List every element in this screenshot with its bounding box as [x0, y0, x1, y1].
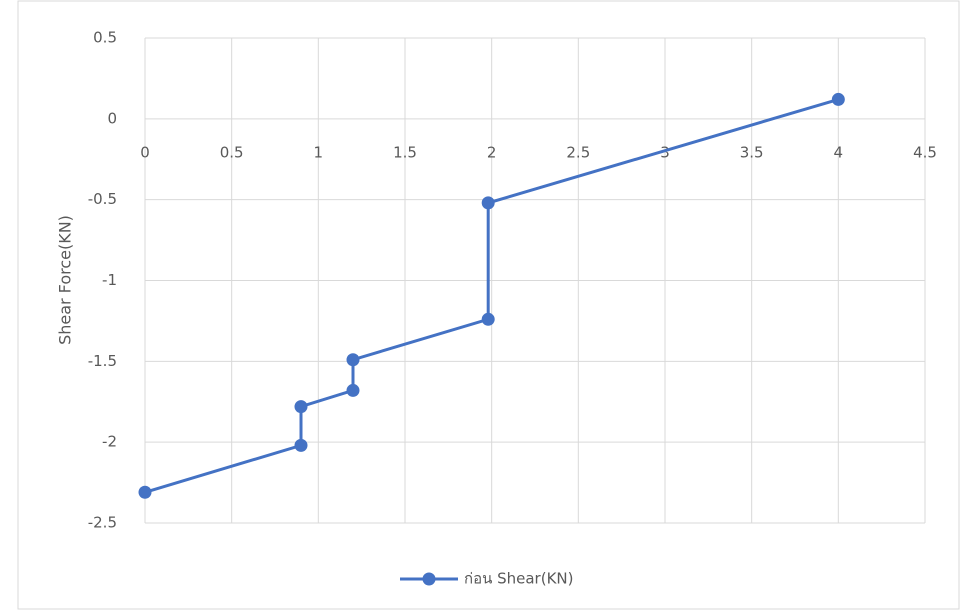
x-tick-label: 3.5 [740, 143, 764, 161]
data-point [294, 438, 308, 452]
y-tick-label: -1 [102, 271, 117, 289]
x-tick-label: 2 [487, 143, 497, 161]
y-tick-label: -2.5 [88, 514, 117, 532]
x-tick-label: 1.5 [393, 143, 417, 161]
x-tick-label: 1 [314, 143, 324, 161]
y-axis-title: Shear Force(KN) [56, 215, 75, 345]
x-tick-label: 0 [140, 143, 150, 161]
data-point [346, 383, 360, 397]
y-tick-label: -0.5 [88, 190, 117, 208]
legend-label: ก่อน Shear(KN) [464, 570, 574, 588]
y-tick-label: 0.5 [93, 29, 117, 47]
x-tick-label: 4.5 [913, 143, 937, 161]
y-tick-label: -2 [102, 433, 117, 451]
y-tick-label: -1.5 [88, 352, 117, 370]
x-tick-label: 0.5 [220, 143, 244, 161]
data-point [138, 485, 152, 499]
x-tick-label: 3 [660, 143, 670, 161]
legend-marker [422, 572, 436, 586]
y-tick-label: 0 [107, 109, 117, 127]
chart-frame [17, 0, 960, 610]
x-tick-label: 2.5 [566, 143, 590, 161]
x-tick-label: 4 [834, 143, 844, 161]
data-point [294, 400, 308, 414]
data-point [481, 196, 495, 210]
data-point [481, 312, 495, 326]
data-point [831, 92, 845, 106]
data-point [346, 353, 360, 367]
